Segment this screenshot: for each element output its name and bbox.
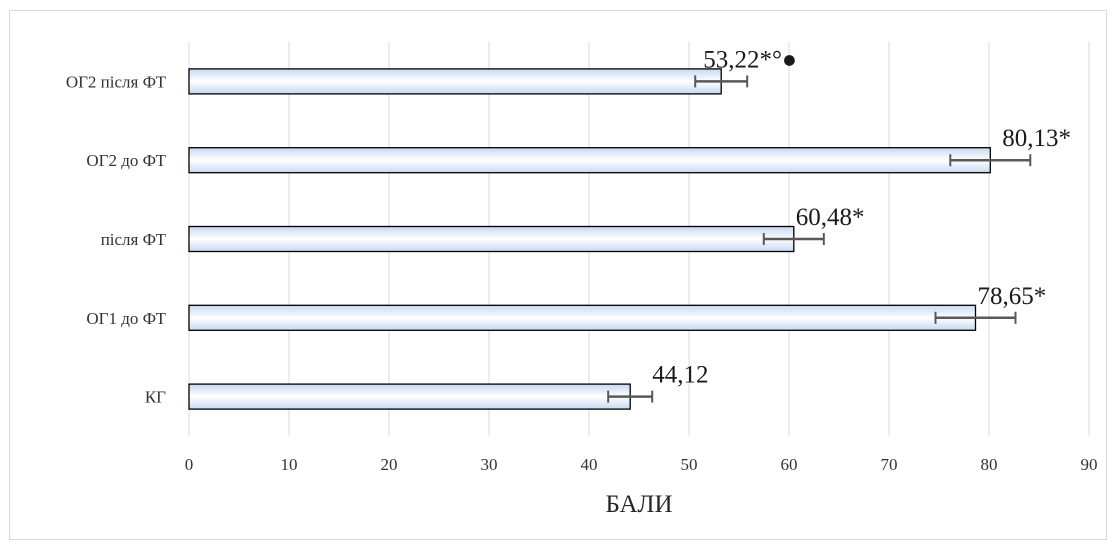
bar [188,383,631,410]
x-tick-label: 50 [681,455,698,474]
bar [188,68,722,95]
x-tick-labels: 0 10 20 30 40 50 60 70 80 90 [185,455,1098,474]
category-label: КГ [145,388,166,407]
x-tick-label: 30 [481,455,498,474]
error-bar [949,154,1032,167]
x-tick-label: 90 [1081,455,1098,474]
data-label: 53,22*°● [703,46,797,73]
data-label: 80,13* [1002,125,1071,152]
bar [188,304,977,331]
error-bar [762,233,825,245]
error-bars [607,75,1032,403]
error-bar [934,311,1017,324]
x-tick-label: 0 [185,455,194,474]
chart-frame [9,10,1107,540]
grid-lines [188,42,1090,436]
bar [188,147,991,174]
x-tick-label: 40 [581,455,598,474]
x-tick-label: 10 [281,455,298,474]
x-tick-label: 60 [781,455,798,474]
x-tick-label: 20 [381,455,398,474]
category-label: ОГ2 до ФТ [86,151,166,170]
bars [188,68,991,410]
bar [188,225,795,253]
category-label: ОГ2 після ФТ [66,72,167,91]
x-tick-label: 70 [881,455,898,474]
x-tick-label: 80 [981,455,998,474]
category-label: після ФТ [101,230,167,249]
data-label: 60,48* [796,204,865,231]
category-labels: ОГ2 після ФТ ОГ2 до ФТ після ФТ ОГ1 до ФТ КГ [66,72,167,406]
data-labels: 53,22*°● 80,13* 60,48* 78,65* 44,12 [652,46,1071,388]
data-label: 78,65* [978,283,1047,310]
error-bar [694,75,749,88]
category-label: ОГ1 до ФТ [86,309,166,328]
data-label: 44,12 [652,362,708,389]
x-axis-title: БАЛИ [605,491,672,518]
error-bar [607,390,654,403]
